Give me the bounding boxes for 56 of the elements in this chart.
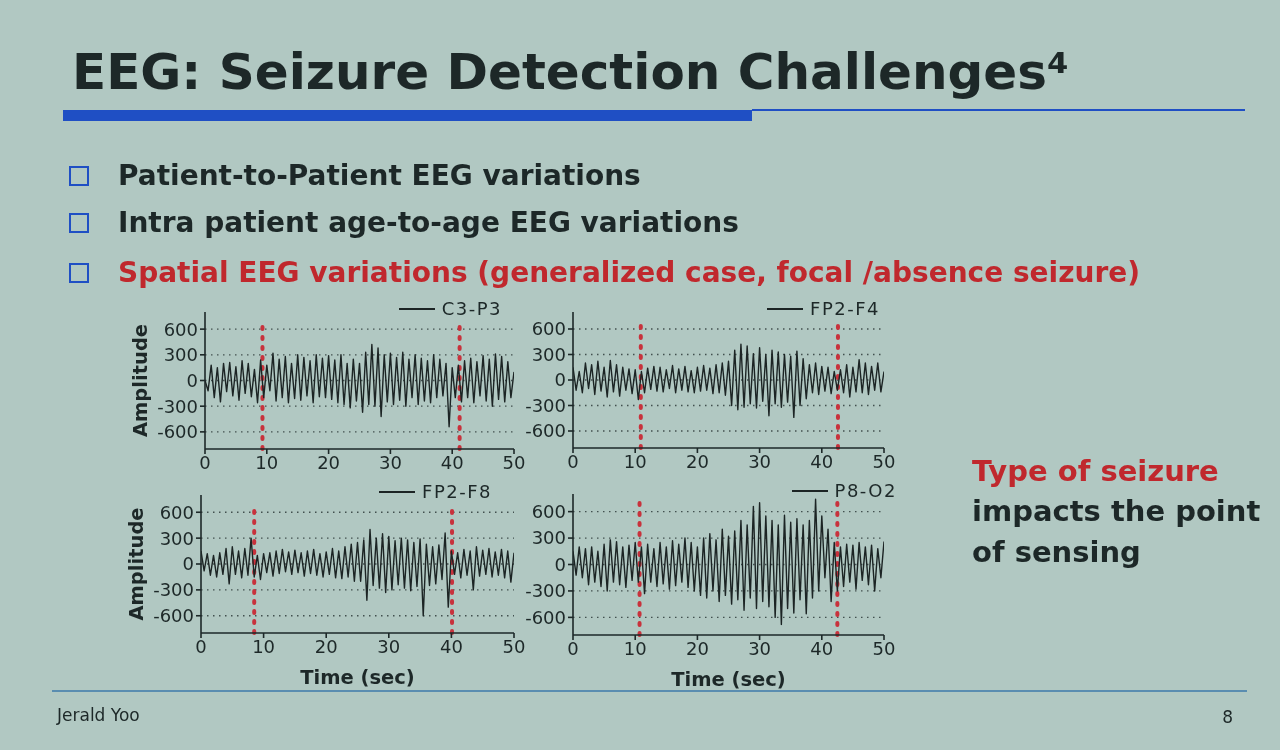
y-tick-label: 300: [531, 527, 566, 549]
y-tick-label: 600: [531, 318, 566, 340]
y-tick-label: -600: [157, 421, 198, 443]
text: 8: [1222, 706, 1233, 728]
x-tick-label: 40: [440, 451, 464, 473]
x-tick-label: 50: [502, 451, 526, 473]
legend-label: P8-O2: [834, 479, 897, 503]
legend-label: FP2-F8: [422, 480, 492, 504]
x-tick-label: 20: [317, 451, 341, 473]
x-axis-title: Time (sec): [300, 666, 415, 689]
y-tick-label: 0: [182, 553, 194, 575]
text: impacts the point of sensing: [972, 493, 1262, 571]
y-tick-label: 300: [531, 343, 566, 365]
x-tick-label: 30: [748, 450, 772, 472]
x-tick-label: 10: [623, 450, 647, 472]
y-axis-title: Amplitude: [128, 323, 152, 438]
x-tick-label: 30: [748, 637, 772, 659]
x-tick-label: 40: [439, 635, 463, 657]
x-tick-label: 50: [872, 450, 896, 472]
x-tick-label: 10: [255, 451, 279, 473]
x-tick-label: 40: [810, 637, 834, 659]
y-tick-label: 600: [531, 501, 566, 523]
y-tick-label: 300: [159, 527, 194, 549]
y-tick-label: -300: [525, 580, 566, 602]
y-tick-label: 0: [186, 369, 198, 391]
legend-label: C3-P3: [441, 297, 502, 321]
x-tick-label: 10: [252, 635, 276, 657]
y-tick-label: 300: [163, 344, 198, 366]
chart-title: EEG: Seizure Detection Challenges⁴: [72, 42, 1069, 102]
y-tick-label: -600: [525, 420, 566, 442]
x-tick-label: 40: [810, 450, 834, 472]
y-tick-label: -300: [153, 579, 194, 601]
x-tick-label: 50: [502, 635, 526, 657]
x-tick-label: 20: [685, 450, 709, 472]
y-tick-label: 0: [554, 369, 566, 391]
x-tick-label: 10: [623, 637, 647, 659]
text: Spatial EEG variations (generalized case, focal /absence seizure): [118, 255, 1141, 291]
y-tick-label: -300: [157, 395, 198, 417]
text: Intra patient age-to-age EEG variations: [118, 205, 739, 241]
x-tick-label: 50: [872, 637, 896, 659]
x-tick-label: 20: [314, 635, 338, 657]
y-tick-label: 0: [554, 553, 566, 575]
text: Jerald Yoo: [57, 704, 140, 726]
text: Patient-to-Patient EEG variations: [118, 158, 641, 194]
x-tick-label: 20: [685, 637, 709, 659]
text: Type of seizure: [972, 453, 1219, 490]
y-tick-label: 600: [163, 318, 198, 340]
y-tick-label: 600: [159, 501, 194, 523]
legend-label: FP2-F4: [810, 297, 880, 321]
x-tick-label: 30: [377, 635, 401, 657]
x-tick-label: 30: [378, 451, 402, 473]
x-axis-title: Time (sec): [671, 668, 786, 691]
y-axis-title: Amplitude: [124, 507, 148, 621]
y-tick-label: -600: [525, 606, 566, 628]
y-tick-label: -300: [525, 394, 566, 416]
y-tick-label: -600: [153, 605, 194, 627]
